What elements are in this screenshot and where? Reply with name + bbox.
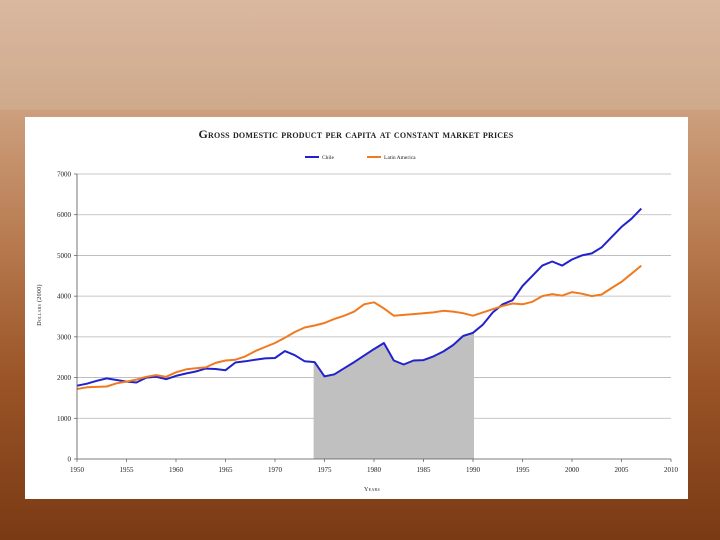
x-tick-label: 1950 [70, 466, 85, 474]
x-tick-label: 1975 [318, 466, 333, 474]
x-tick-label: 1955 [120, 466, 135, 474]
chart-title: Gross domestic product per capita at con… [199, 127, 514, 141]
chart-legend: Chile Latin America [305, 155, 416, 161]
series-line-latin-america [76, 264, 642, 390]
shaded-area [313, 331, 474, 459]
series-line-chile [76, 207, 643, 387]
y-tick-label: 3000 [57, 333, 72, 341]
x-tick-label: 1995 [516, 466, 531, 474]
y-axis-label: Dollars (2000) [36, 284, 43, 326]
x-tick-labels: 1950 1955 1960 1965 1970 1975 1980 1985 1990 1995… [70, 459, 679, 474]
shaded-region [313, 331, 474, 459]
y-tick-labels: 0 1000 2000 3000 4000 5000 6000 7000 [57, 171, 77, 464]
x-tick-label: 1965 [219, 466, 234, 474]
slide-header-band [0, 0, 720, 110]
legend-label-chile: Chile [322, 155, 334, 161]
x-tick-label: 2000 [565, 466, 580, 474]
x-tick-label: 1990 [466, 466, 481, 474]
x-tick-label: 1960 [169, 466, 184, 474]
y-tick-label: 0 [68, 456, 72, 464]
y-tick-label: 1000 [57, 415, 72, 423]
x-tick-label: 1980 [367, 466, 382, 474]
x-tick-label: 2010 [664, 466, 679, 474]
chart-panel: Gross domestic product per capita at con… [25, 117, 688, 499]
y-tick-label: 2000 [57, 374, 72, 382]
y-tick-label: 6000 [57, 211, 72, 219]
y-tick-label: 7000 [57, 171, 72, 179]
x-tick-label: 1970 [268, 466, 283, 474]
y-tick-label: 4000 [57, 293, 72, 301]
series-lines [76, 207, 643, 390]
x-tick-label: 1985 [417, 466, 432, 474]
gdp-line-chart: Gross domestic product per capita at con… [36, 127, 679, 493]
gridlines [77, 173, 671, 419]
y-tick-label: 5000 [57, 252, 72, 260]
x-tick-label: 2005 [615, 466, 630, 474]
x-axis-label: Years [364, 487, 380, 493]
legend-label-latin-america: Latin America [384, 155, 416, 161]
